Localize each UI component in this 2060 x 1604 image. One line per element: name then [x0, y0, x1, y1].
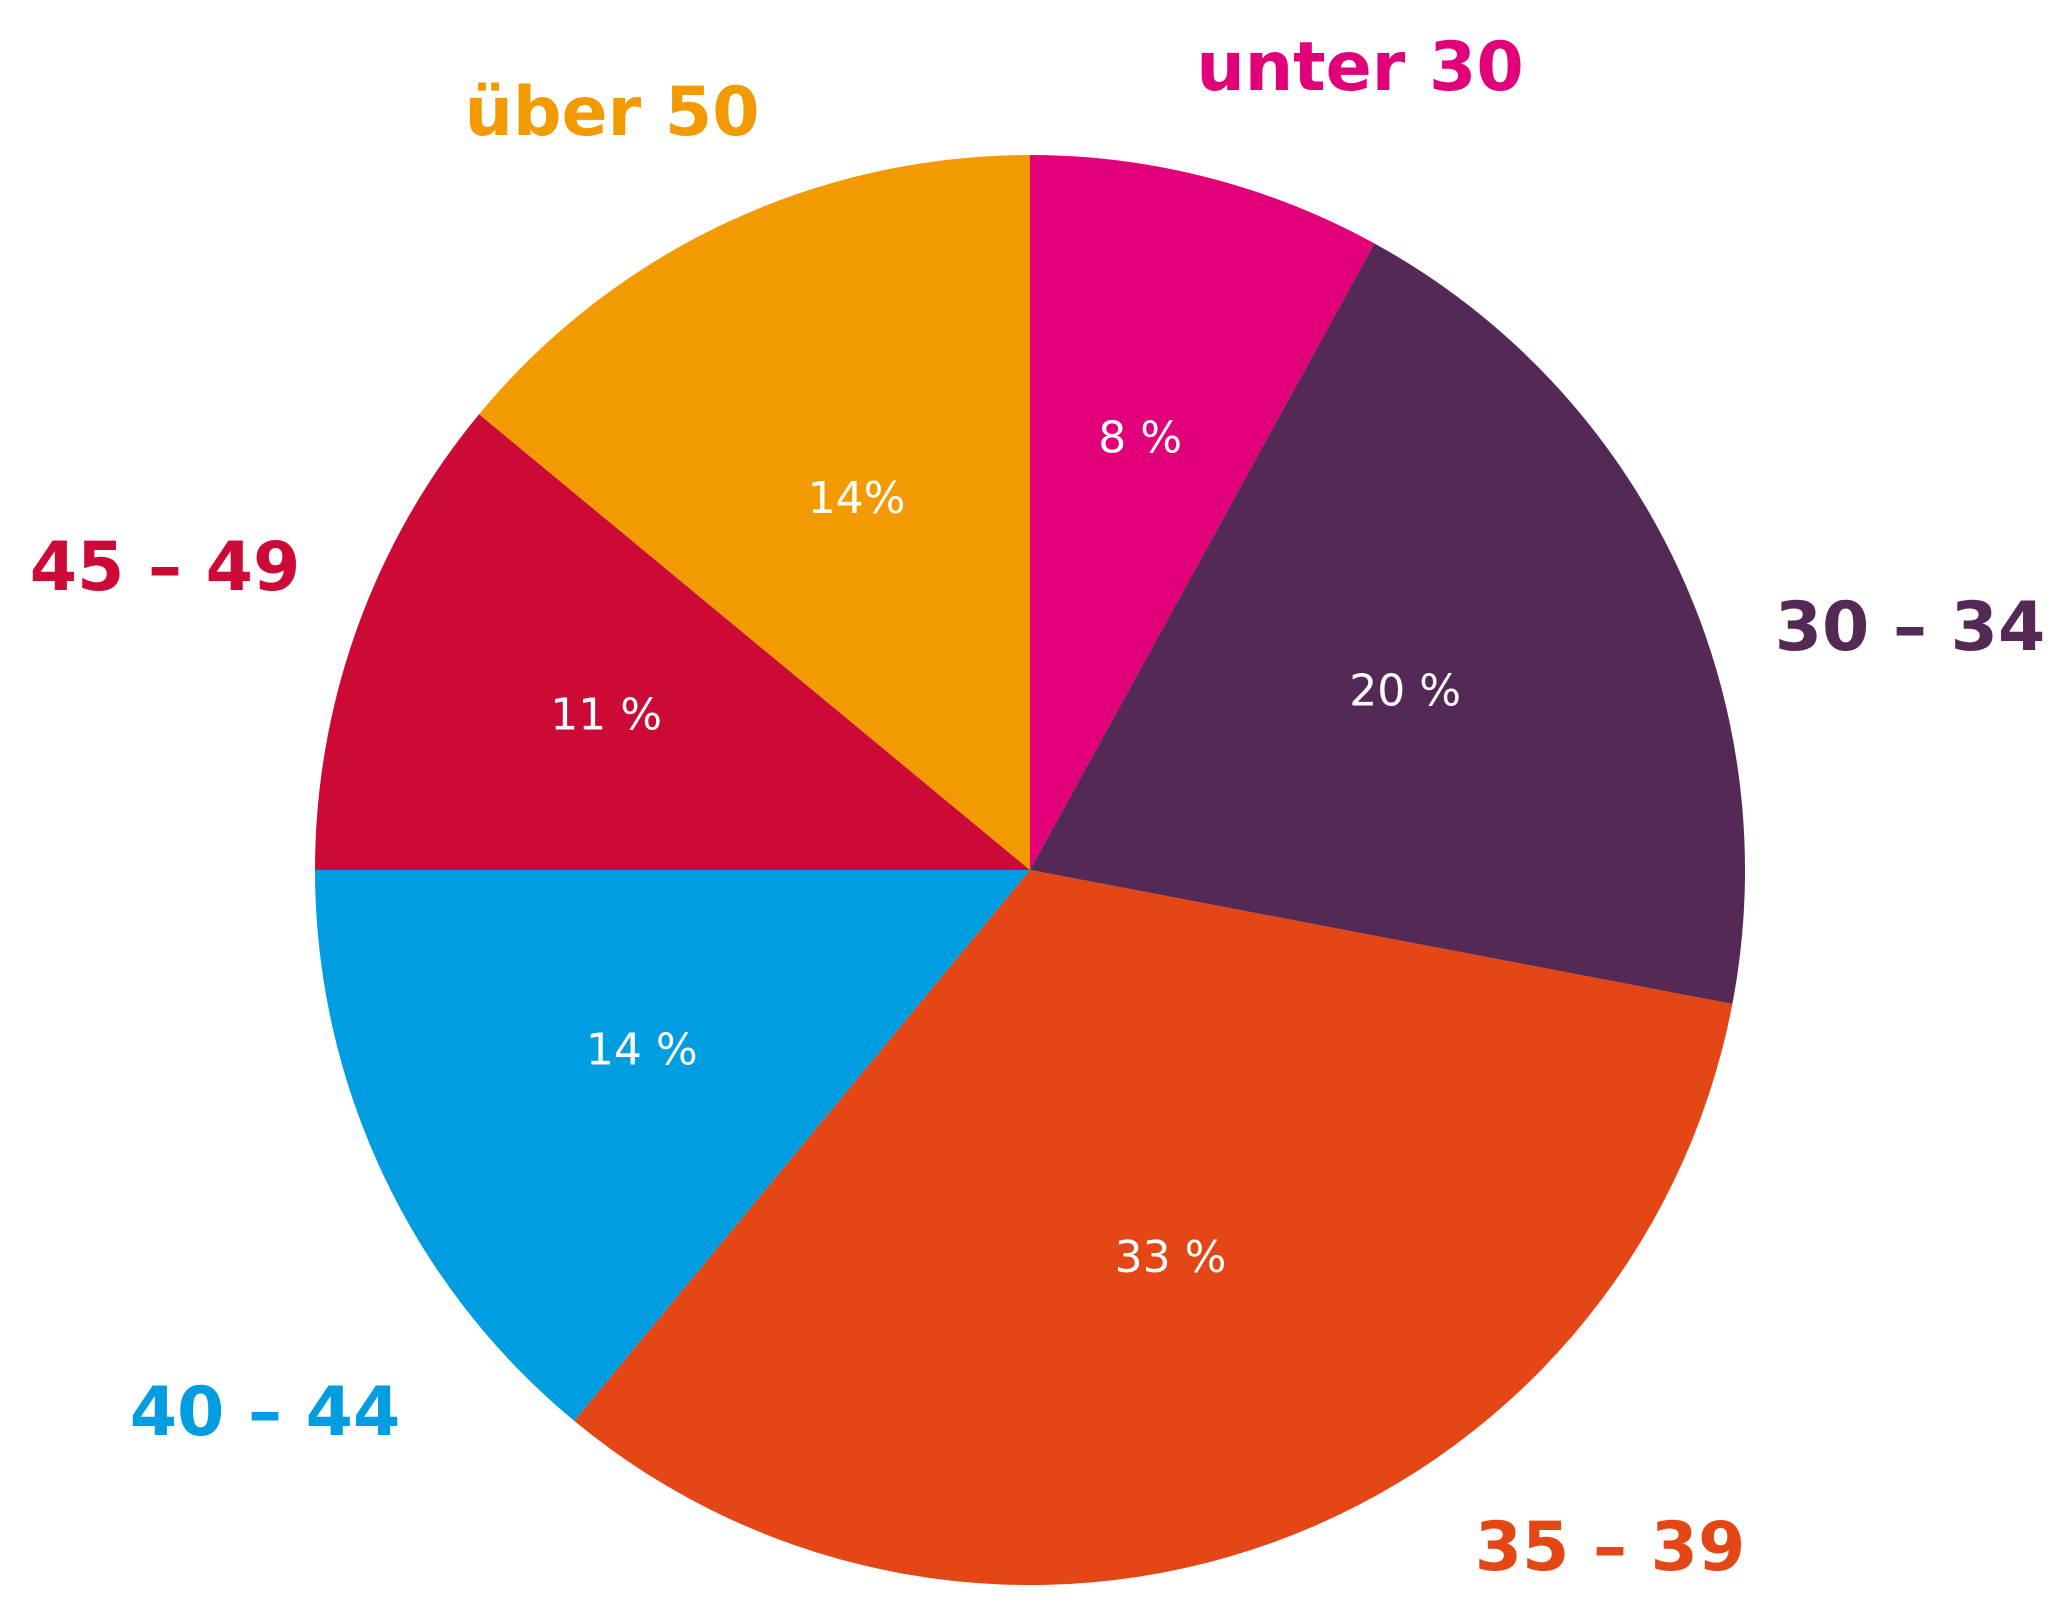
pie-slice-45-49 [315, 414, 1030, 870]
pie-slice-30-34 [1030, 243, 1746, 1004]
pie-value-labels: 8 % 20 % 33 % 14 % 11 % 14% [550, 413, 1461, 1284]
category-label-unter-30: unter 30 [1196, 28, 1523, 107]
category-label-30-34: 30 – 34 [1775, 588, 2046, 667]
pie-slices [315, 154, 1746, 1586]
pie-slice-35-39 [574, 870, 1733, 1586]
category-label-45-49: 45 – 49 [30, 528, 301, 607]
value-label-ueber-50: 14% [808, 473, 906, 524]
category-label-40-44: 40 – 44 [130, 1373, 401, 1452]
value-label-35-39: 33 % [1115, 1232, 1227, 1283]
value-label-40-44: 14 % [586, 1025, 698, 1076]
category-label-ueber-50: über 50 [464, 73, 759, 152]
pie-category-labels: unter 30 30 – 34 35 – 39 40 – 44 45 – 49 über… [30, 28, 2046, 1587]
category-label-35-39: 35 – 39 [1475, 1508, 1746, 1587]
value-label-30-34: 20 % [1349, 665, 1461, 716]
pie-slice-40-44 [315, 870, 1030, 1421]
pie-slice-ueber-50 [479, 154, 1031, 870]
value-label-45-49: 11 % [550, 689, 662, 740]
pie-slice-unter-30 [1030, 155, 1375, 870]
value-label-unter-30: 8 % [1098, 413, 1182, 464]
